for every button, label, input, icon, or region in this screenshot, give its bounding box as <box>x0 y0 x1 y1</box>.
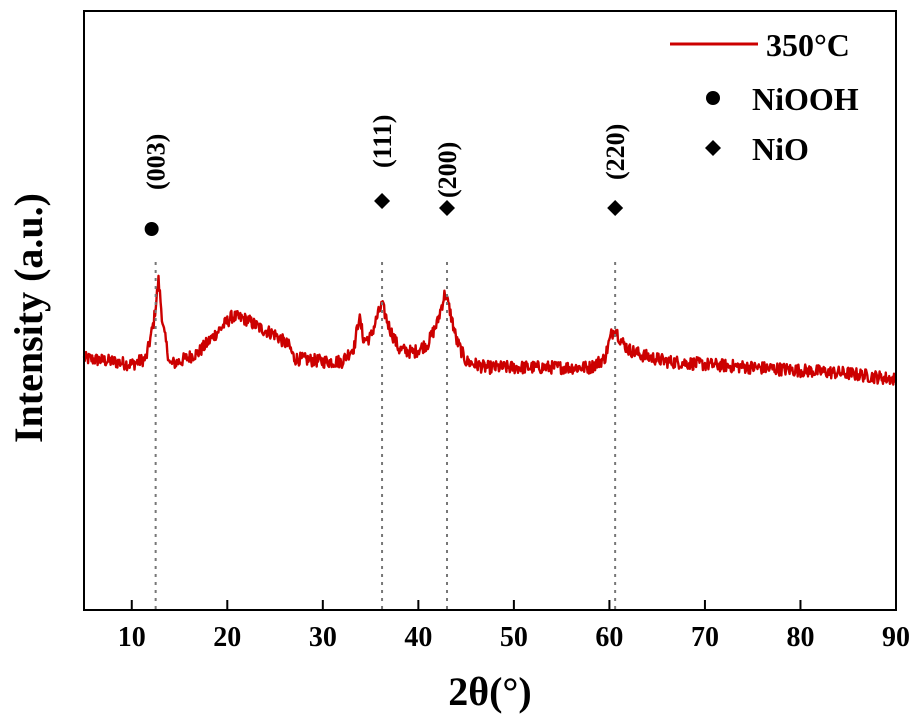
x-tick-label-50: 50 <box>500 622 528 653</box>
peak-label-3: (220) <box>601 124 630 180</box>
peak-label-0: (003) <box>142 134 171 190</box>
diamond-marker-icon <box>705 140 721 156</box>
peak-annotations: (003) (111) (200) (220) <box>142 115 630 610</box>
x-tick-label-20: 20 <box>213 622 241 653</box>
peak-label-2: (200) <box>433 142 462 198</box>
x-tick-label-30: 30 <box>309 622 337 653</box>
legend-marker-label-nio: NiO <box>752 131 809 167</box>
y-axis-title: Intensity (a.u.) <box>6 193 51 443</box>
nio-peak-marker-icon <box>439 200 456 216</box>
peak-label-1: (111) <box>368 115 397 168</box>
nio-peak-marker-icon <box>374 193 391 209</box>
x-tick-label-40: 40 <box>404 622 432 653</box>
legend-series-label: 350°C <box>766 27 850 63</box>
plot-frame <box>83 10 897 611</box>
nio-peak-marker-icon <box>607 200 624 216</box>
circle-marker-icon <box>706 91 720 105</box>
x-axis-ticks: 10 20 30 40 50 60 70 80 90 <box>118 600 910 653</box>
x-axis-title: 2θ(°) <box>448 669 532 714</box>
x-tick-label-70: 70 <box>691 622 719 653</box>
series-line-0 <box>82 274 898 386</box>
x-tick-label-60: 60 <box>595 622 623 653</box>
legend-marker-label-niooh: NiOOH <box>752 81 859 117</box>
niooh-peak-marker-icon <box>144 222 159 236</box>
legend: 350°C NiOOH NiO <box>670 27 859 167</box>
x-tick-label-80: 80 <box>786 622 814 653</box>
x-tick-label-90: 90 <box>882 622 910 653</box>
x-tick-label-10: 10 <box>118 622 146 653</box>
